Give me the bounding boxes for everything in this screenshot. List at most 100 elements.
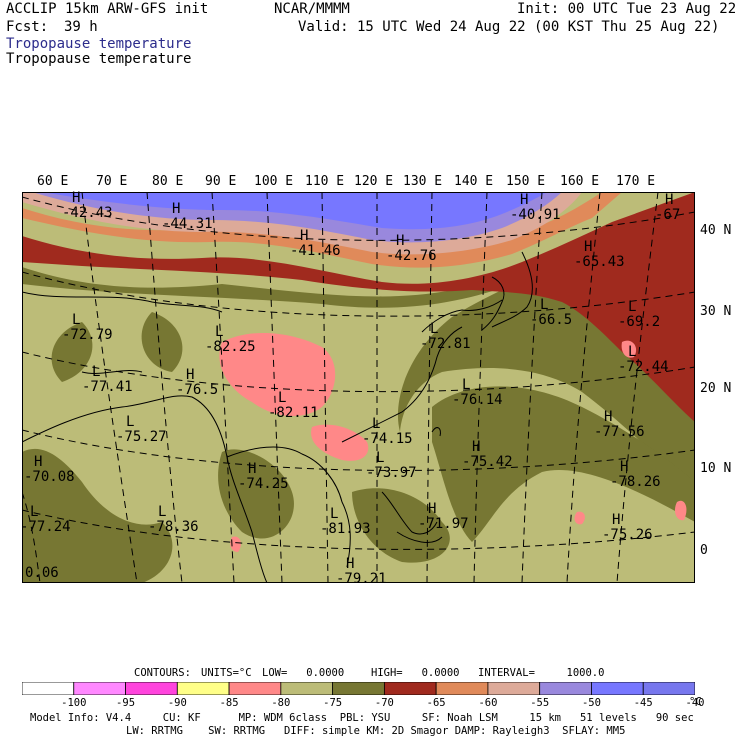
extremum-value: -72.79	[62, 327, 113, 343]
extremum-value: -65.43	[574, 254, 625, 270]
extremum-value: -77.56	[594, 424, 645, 440]
model-info-line-1: Model Info: V4.4 CU: KF MP: WDM 6class P…	[30, 712, 694, 724]
low-marker: L	[215, 324, 224, 340]
extremum-value: -78.36	[148, 519, 199, 535]
lat-label: 30 N	[700, 304, 732, 319]
colorbar-label: -85	[219, 697, 239, 709]
low-marker: L	[628, 299, 637, 315]
extremum-value: -74.15	[362, 431, 413, 447]
field-fill-70	[22, 448, 173, 583]
field-fill-80	[621, 340, 637, 358]
colorbar-swatch	[539, 682, 592, 695]
low-marker: L	[278, 390, 287, 406]
high-marker: H	[620, 459, 629, 475]
lon-label: 90 E	[205, 174, 237, 189]
field-title-secondary: Tropopause temperature	[6, 51, 192, 67]
extremum-value: -75.26	[602, 527, 653, 543]
field-fill-70	[218, 449, 294, 539]
colorbar-label: -60	[478, 697, 498, 709]
extremum-value: -76.5	[176, 382, 219, 398]
colorbar-label: -90	[167, 697, 187, 709]
contour-interval: INTERVAL= 1000.0	[478, 667, 605, 679]
extremum-value: -40.91	[510, 207, 561, 223]
extremum-value: -81.93	[320, 521, 371, 537]
extremum-value: -42.43	[62, 205, 113, 221]
high-marker: H	[604, 409, 613, 425]
contour-units: UNITS=°C	[201, 667, 252, 679]
extremum-value: -72.44	[618, 359, 669, 375]
field-fill-80	[219, 332, 336, 417]
meridian-grid	[22, 192, 659, 583]
colorbar-swatch	[591, 682, 644, 695]
low-marker: L	[376, 450, 385, 466]
colorbar-label: -50	[581, 697, 601, 709]
lon-label: 150 E	[506, 174, 546, 189]
high-marker: H	[72, 190, 81, 206]
colorbar-label: -95	[116, 697, 136, 709]
lon-label: 130 E	[403, 174, 443, 189]
lon-label: 160 E	[560, 174, 600, 189]
extremum-value: -44.31	[162, 216, 213, 232]
field-fill-70	[51, 322, 93, 382]
lon-label: 120 E	[354, 174, 394, 189]
colorbar-swatch	[73, 682, 126, 695]
high-marker: H	[172, 201, 181, 217]
model-title: ACCLIP 15km ARW-GFS init	[6, 1, 209, 17]
colorbar-swatch	[435, 682, 489, 695]
colorbar-swatch	[176, 682, 230, 695]
extremum-value: -76.14	[452, 392, 503, 408]
low-marker: L	[92, 364, 101, 380]
parallel-grid	[22, 196, 695, 550]
field-fill-45	[42, 192, 547, 230]
colorbar-swatch	[332, 682, 385, 695]
forecast-hour: 39 h	[64, 19, 98, 35]
field-fill-80	[574, 511, 585, 525]
contour-high: HIGH= 0.0000	[371, 667, 460, 679]
low-marker: L	[126, 414, 135, 430]
high-marker: H	[248, 461, 257, 477]
model-info-line-2: LW: RRTMG SW: RRTMG DIFF: simple KM: 2D …	[126, 725, 626, 737]
low-marker: L	[430, 321, 439, 337]
colorbar-swatch	[280, 682, 334, 695]
colorbar-swatch	[487, 682, 541, 695]
extremum-value: -66.5	[530, 312, 573, 328]
colorbar-label: -100	[61, 697, 87, 709]
field-title-primary: Tropopause temperature	[6, 36, 192, 52]
colorbar-swatch	[22, 682, 75, 695]
high-marker: H	[346, 556, 355, 572]
high-marker: H	[34, 454, 43, 470]
colorbar	[22, 682, 695, 695]
extremum-value: -78.26	[610, 474, 661, 490]
colorbar-unit: °C	[689, 696, 702, 708]
extremum-value: -70.08	[24, 469, 75, 485]
contours-label: CONTOURS:	[134, 667, 191, 679]
colorbar-label: -40	[685, 697, 705, 709]
field-fill-80	[230, 536, 241, 552]
lon-label: 70 E	[96, 174, 128, 189]
extremum-value: -82.11	[268, 405, 319, 421]
extremum-value: -77.24	[20, 519, 71, 535]
high-marker: H	[584, 239, 593, 255]
high-marker: H	[472, 439, 481, 455]
tropopause-temperature-map	[22, 192, 695, 583]
extremum-value: -73.97	[366, 465, 417, 481]
low-marker: L	[462, 377, 471, 393]
low-marker: L	[330, 506, 339, 522]
low-marker: L	[72, 312, 81, 328]
lon-label: 110 E	[305, 174, 345, 189]
extremum-value: -77.41	[82, 379, 133, 395]
extremum-value: -67	[655, 207, 681, 223]
map-frame	[22, 192, 695, 583]
org-label: NCAR/MMMM	[274, 1, 350, 17]
init-time: Init: 00 UTC Tue 23 Aug 22	[517, 1, 737, 17]
lon-label: 140 E	[454, 174, 494, 189]
colorbar-swatch	[383, 682, 437, 695]
low-marker: L	[158, 504, 167, 520]
forecast-label: Fcst:	[6, 19, 49, 35]
high-marker: H	[612, 512, 621, 528]
lon-label: 100 E	[254, 174, 294, 189]
low-marker: L	[540, 297, 549, 313]
high-marker: H	[665, 192, 674, 208]
high-marker: H	[396, 233, 405, 249]
lon-label: 60 E	[37, 174, 69, 189]
